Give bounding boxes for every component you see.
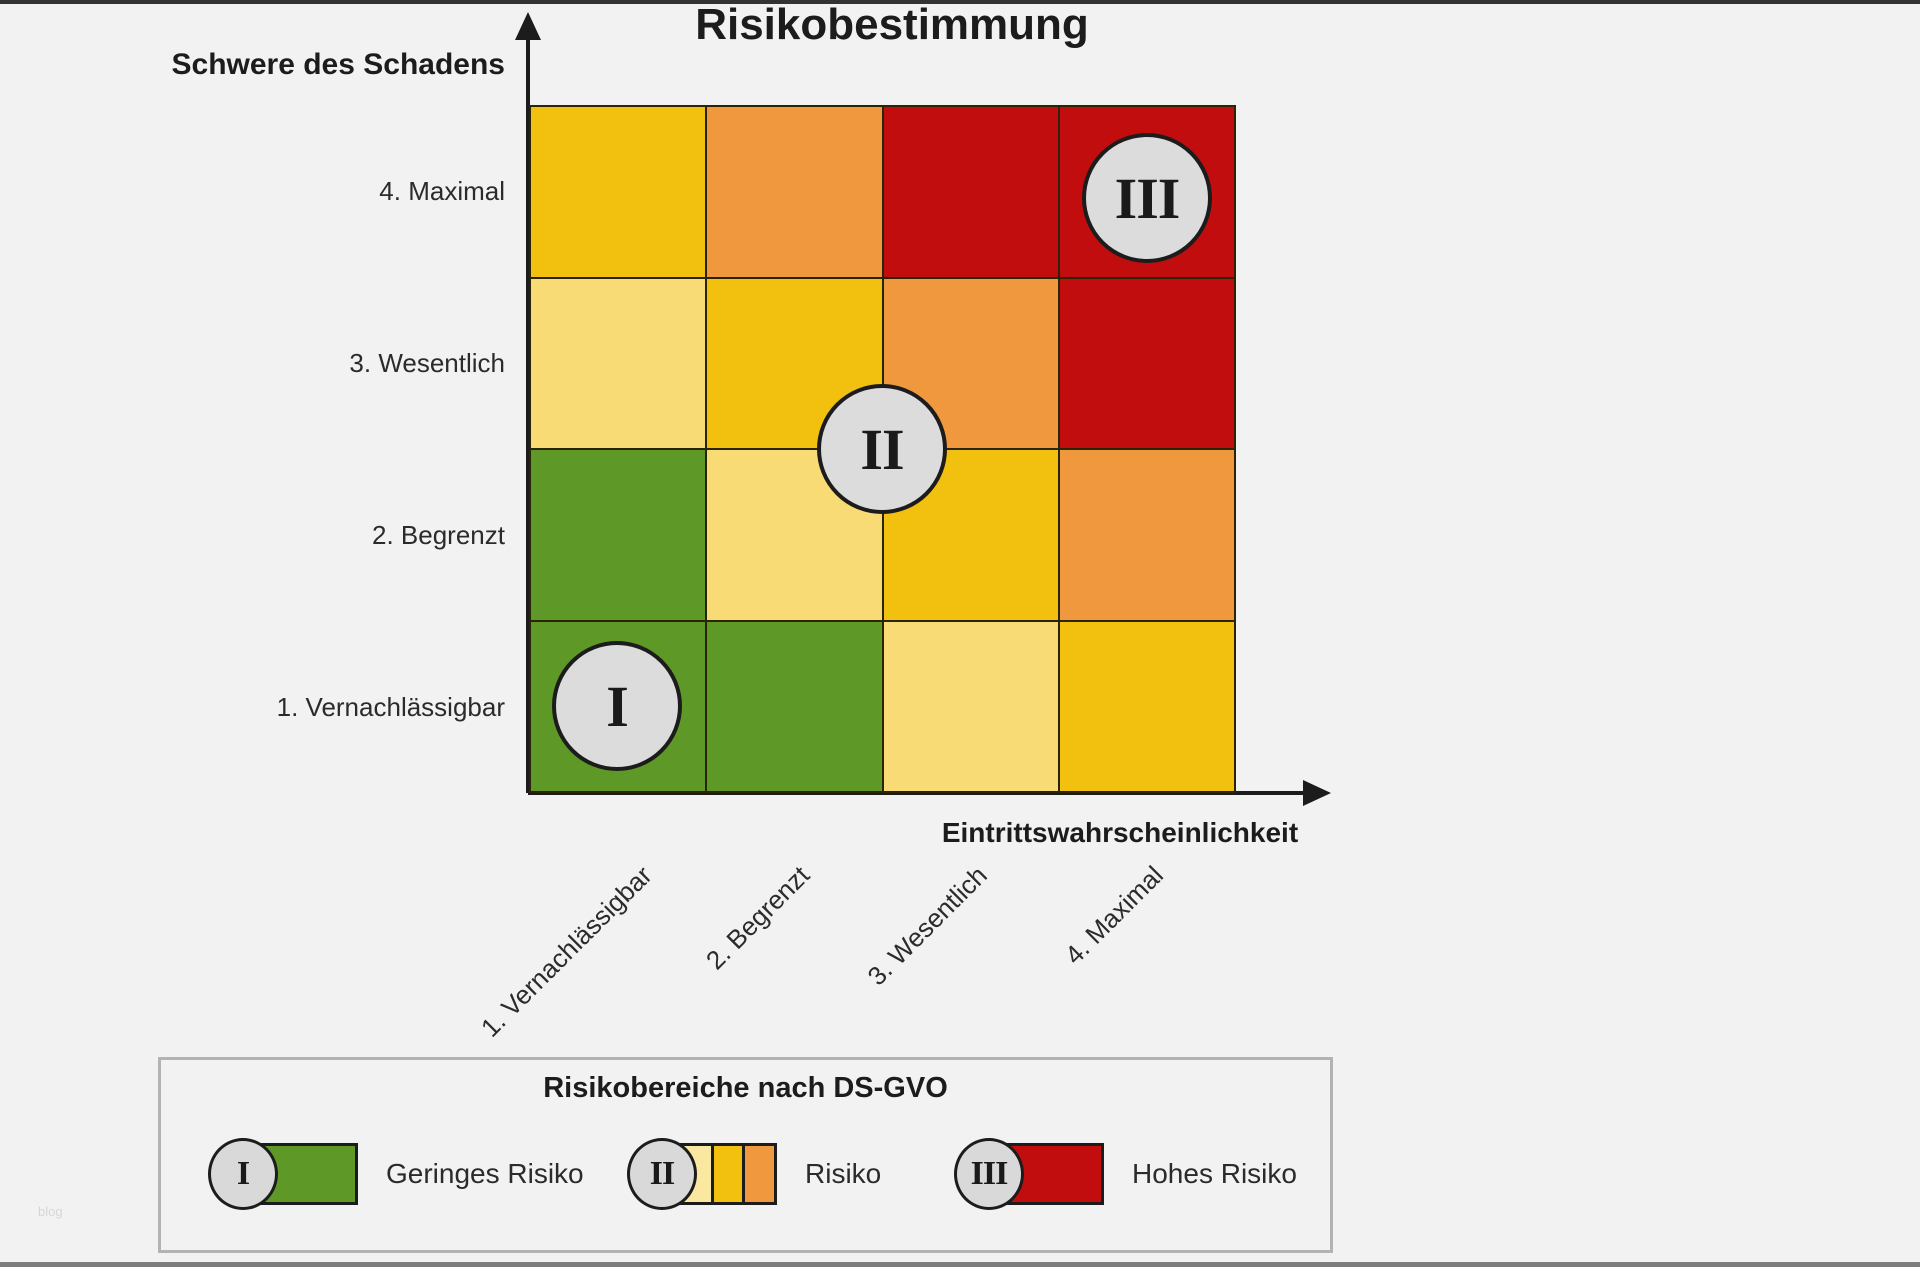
- x-axis-arrowhead-icon: [1303, 780, 1331, 806]
- risk-marker-I: I: [552, 641, 682, 771]
- watermark: blog: [38, 1204, 63, 1219]
- legend-item-hohes-risiko: III Hohes Risiko: [954, 1138, 1297, 1210]
- legend-item-geringes-risiko: I Geringes Risiko: [208, 1138, 584, 1210]
- y-tick-label-1-vernachlaessigbar: 1. Vernachlässigbar: [276, 692, 505, 722]
- x-tick-label-3-wesentlich: 3. Wesentlich: [861, 860, 994, 992]
- grid-cell-row3-col4-red: [1059, 278, 1234, 448]
- legend-ellipse-II: II: [627, 1138, 697, 1210]
- legend-box: Risikobereiche nach DS-GVO I Geringes Ri…: [158, 1057, 1333, 1253]
- legend-label-risiko: Risiko: [805, 1158, 882, 1189]
- legend-marker-I: I: [208, 1138, 358, 1210]
- legend-marker-II: II: [627, 1138, 777, 1210]
- legend-swatch-geringes-risiko: [260, 1143, 358, 1205]
- grid-cell-row3-col1-pale_yellow: [531, 278, 706, 448]
- legend-marker-III: III: [954, 1138, 1104, 1210]
- y-axis-title: Schwere des Schadens: [171, 48, 506, 81]
- x-tick-label-2-begrenzt: 2. Begrenzt: [699, 860, 816, 976]
- grid-cell-row1-col2-green: [707, 621, 882, 791]
- risk-marker-III: III: [1082, 133, 1212, 263]
- risk-marker-II: II: [817, 384, 947, 514]
- x-tick-label-1-vernachlaessigbar: 1. Vernachlässigbar: [474, 860, 658, 1043]
- grid-cell-row4-col3-red: [883, 107, 1058, 277]
- risk-marker-II-numeral: II: [860, 416, 904, 482]
- legend-title: Risikobereiche nach DS-GVO: [543, 1072, 948, 1104]
- legend-ellipse-III: III: [954, 1138, 1024, 1210]
- x-tick-label-4-maximal: 4. Maximal: [1059, 860, 1170, 971]
- grid-cell-row4-col2-orange: [707, 107, 882, 277]
- x-axis-title: Eintrittswahrscheinlichkeit: [941, 817, 1299, 848]
- legend-swatch-hohes-risiko: [1006, 1143, 1104, 1205]
- y-axis-arrowhead-icon: [515, 12, 541, 40]
- legend-item-risiko: II Risiko: [627, 1138, 881, 1210]
- legend-label-hohes-risiko: Hohes Risiko: [1132, 1158, 1297, 1189]
- chart-title: Risikobestimmung: [695, 0, 1089, 49]
- y-tick-label-4-maximal: 4. Maximal: [379, 176, 505, 206]
- grid-cell-row2-col1-green: [531, 450, 706, 620]
- legend-numeral-I: I: [236, 1155, 250, 1192]
- grid-cell-row1-col3-pale_yellow: [883, 621, 1058, 791]
- bottom-frame-line: [0, 1262, 1920, 1267]
- legend-ellipse-I: I: [208, 1138, 278, 1210]
- y-tick-label-3-wesentlich: 3. Wesentlich: [349, 348, 505, 378]
- x-axis-line: [528, 791, 1308, 795]
- grid-cell-row1-col4-gold: [1059, 621, 1234, 791]
- risk-marker-III-numeral: III: [1114, 165, 1181, 231]
- legend-stripe-orange: [742, 1146, 774, 1202]
- top-frame-line: [0, 0, 1920, 4]
- risk-marker-I-numeral: I: [606, 673, 629, 739]
- grid-cell-row4-col1-gold: [531, 107, 706, 277]
- legend-label-geringes-risiko: Geringes Risiko: [386, 1158, 584, 1189]
- legend-numeral-II: II: [649, 1155, 675, 1192]
- legend-numeral-III: III: [970, 1155, 1009, 1192]
- legend-stripe-green: [263, 1146, 355, 1202]
- y-axis-line: [526, 30, 530, 793]
- legend-stripe-red: [1009, 1146, 1101, 1202]
- y-tick-label-2-begrenzt: 2. Begrenzt: [372, 520, 505, 550]
- legend-stripe-gold: [710, 1146, 743, 1202]
- grid-cell-row2-col4-orange: [1059, 450, 1234, 620]
